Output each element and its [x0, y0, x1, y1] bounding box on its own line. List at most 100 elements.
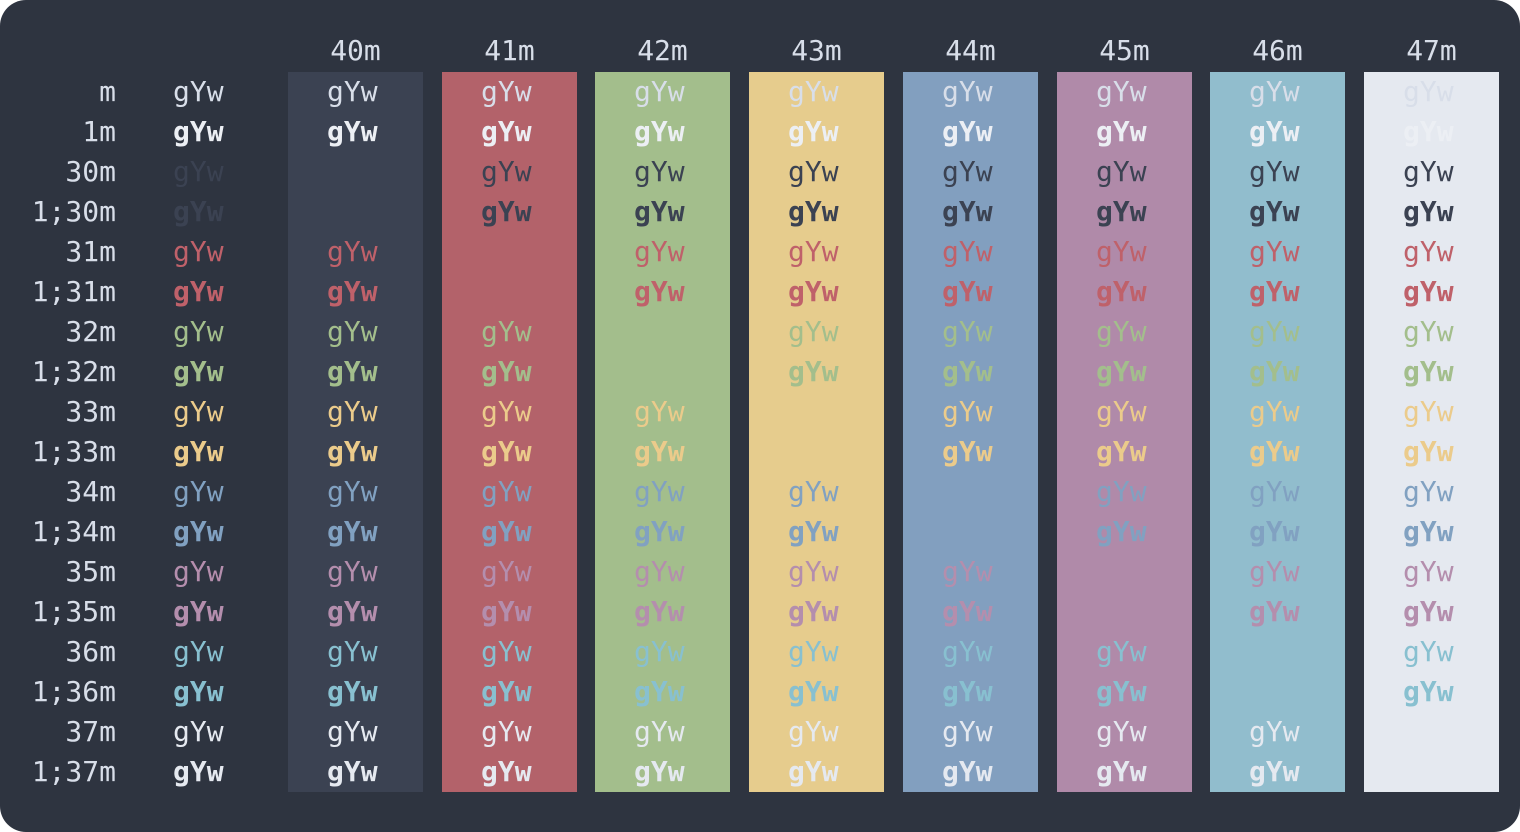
sample-cell: gYw [1249, 475, 1300, 508]
sample-cell: gYw [788, 115, 839, 148]
sample-cell: gYw [634, 435, 685, 468]
sample-cell: gYw [481, 395, 532, 428]
sample-cell: gYw [788, 235, 839, 268]
sample-cell: gYw [1403, 475, 1454, 508]
bg-column-44 [903, 72, 1038, 792]
sample-default-bg: gYw [173, 595, 224, 628]
row-label: 1;32m [31, 355, 116, 388]
sample-cell: gYw [634, 515, 685, 548]
sample-cell: gYw [327, 715, 378, 748]
sample-cell: gYw [481, 555, 532, 588]
sample-cell: gYw [942, 675, 993, 708]
sample-cell: gYw [1249, 435, 1300, 468]
sample-cell: gYw [481, 715, 532, 748]
sample-cell: gYw [634, 715, 685, 748]
sample-cell: gYw [1403, 395, 1454, 428]
sample-default-bg: gYw [173, 395, 224, 428]
sample-cell: gYw [1403, 235, 1454, 268]
sample-cell: gYw [1403, 275, 1454, 308]
sample-default-bg: gYw [173, 235, 224, 268]
column-header: 47m [1406, 34, 1457, 67]
sample-cell: gYw [1096, 755, 1147, 788]
sample-default-bg: gYw [173, 355, 224, 388]
row-label: 1;34m [31, 515, 116, 548]
bg-column-46 [1210, 72, 1345, 792]
sample-default-bg: gYw [173, 675, 224, 708]
sample-cell: gYw [942, 115, 993, 148]
sample-cell: gYw [481, 155, 532, 188]
sample-cell: gYw [1249, 555, 1300, 588]
sample-cell: gYw [634, 555, 685, 588]
sample-default-bg: gYw [173, 755, 224, 788]
sample-cell: gYw [327, 355, 378, 388]
sample-cell: gYw [942, 635, 993, 668]
row-label: 30m [65, 155, 116, 188]
sample-cell: gYw [327, 635, 378, 668]
sample-cell: gYw [1403, 355, 1454, 388]
sample-cell: gYw [1403, 315, 1454, 348]
sample-cell: gYw [1249, 355, 1300, 388]
sample-cell: gYw [788, 355, 839, 388]
sample-cell: gYw [1249, 395, 1300, 428]
sample-cell: gYw [481, 755, 532, 788]
sample-cell: gYw [327, 555, 378, 588]
sample-cell: gYw [1249, 75, 1300, 108]
sample-cell: gYw [634, 275, 685, 308]
sample-default-bg: gYw [173, 155, 224, 188]
sample-cell: gYw [327, 595, 378, 628]
row-label: 37m [65, 715, 116, 748]
sample-cell: gYw [327, 395, 378, 428]
sample-cell: gYw [1096, 475, 1147, 508]
sample-cell: gYw [634, 675, 685, 708]
sample-cell: gYw [942, 275, 993, 308]
sample-cell: gYw [634, 755, 685, 788]
sample-cell: gYw [788, 715, 839, 748]
sample-cell: gYw [481, 475, 532, 508]
sample-cell: gYw [1096, 75, 1147, 108]
row-label: m [99, 75, 116, 108]
sample-cell: gYw [1096, 235, 1147, 268]
row-label: 1;37m [31, 755, 116, 788]
row-label: 1m [82, 115, 116, 148]
sample-cell: gYw [942, 75, 993, 108]
sample-cell: gYw [942, 395, 993, 428]
sample-cell: gYw [942, 315, 993, 348]
sample-cell: gYw [942, 435, 993, 468]
sample-cell: gYw [481, 195, 532, 228]
sample-default-bg: gYw [173, 195, 224, 228]
sample-cell: gYw [1403, 435, 1454, 468]
sample-cell: gYw [942, 715, 993, 748]
sample-cell: gYw [634, 635, 685, 668]
sample-cell: gYw [942, 235, 993, 268]
sample-cell: gYw [327, 755, 378, 788]
sample-cell: gYw [1403, 635, 1454, 668]
sample-cell: gYw [327, 675, 378, 708]
sample-cell: gYw [788, 555, 839, 588]
sample-cell: gYw [1403, 555, 1454, 588]
sample-cell: gYw [1249, 755, 1300, 788]
sample-cell: gYw [1249, 315, 1300, 348]
row-label: 34m [65, 475, 116, 508]
sample-cell: gYw [1249, 275, 1300, 308]
sample-cell: gYw [788, 155, 839, 188]
bg-column-40 [288, 72, 423, 792]
sample-cell: gYw [1096, 635, 1147, 668]
sample-cell: gYw [634, 115, 685, 148]
sample-cell: gYw [327, 75, 378, 108]
row-label: 1;33m [31, 435, 116, 468]
sample-cell: gYw [327, 315, 378, 348]
row-label: 1;31m [31, 275, 116, 308]
sample-cell: gYw [634, 155, 685, 188]
column-header: 43m [791, 34, 842, 67]
sample-cell: gYw [1403, 155, 1454, 188]
sample-cell: gYw [1249, 515, 1300, 548]
sample-cell: gYw [634, 195, 685, 228]
sample-default-bg: gYw [173, 275, 224, 308]
sample-cell: gYw [788, 75, 839, 108]
bg-column-42 [595, 72, 730, 792]
sample-default-bg: gYw [173, 635, 224, 668]
sample-cell: gYw [1403, 595, 1454, 628]
sample-cell: gYw [788, 675, 839, 708]
sample-cell: gYw [327, 435, 378, 468]
bg-column-43 [749, 72, 884, 792]
